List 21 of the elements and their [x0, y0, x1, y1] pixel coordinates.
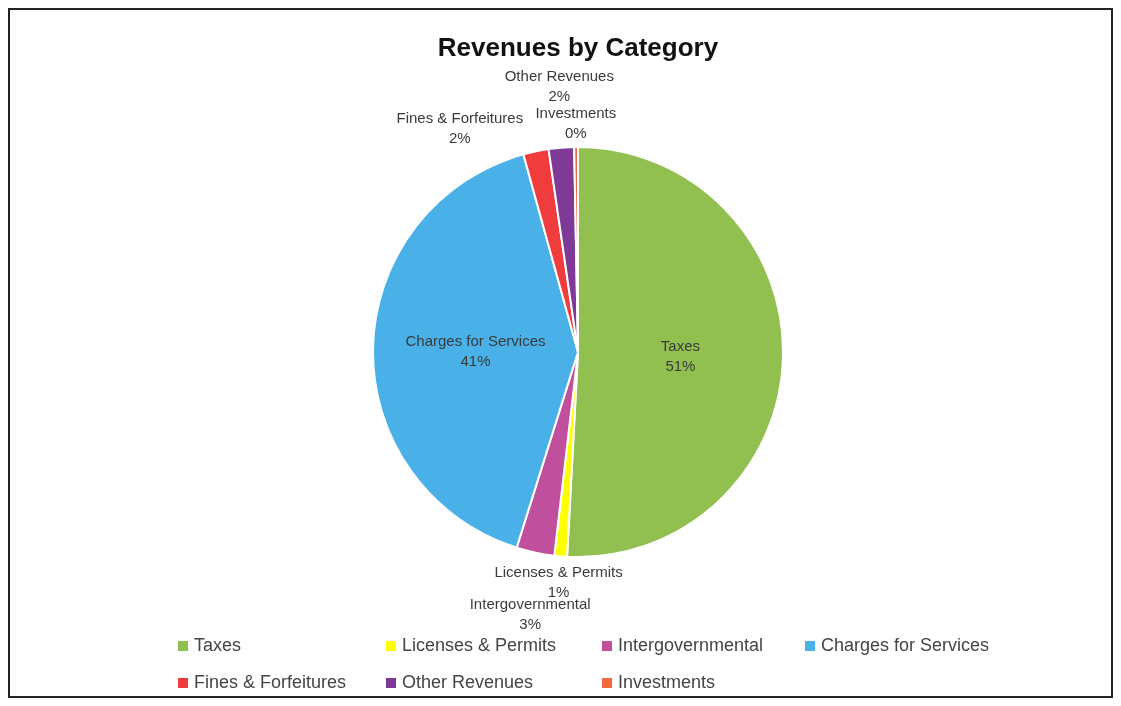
chart-title: Revenues by Category	[437, 32, 719, 62]
legend-label: Licenses & Permits	[402, 635, 557, 655]
slice-label: Licenses & Permits	[494, 562, 623, 580]
data-label: 1%	[547, 582, 570, 600]
legend-label: Intergovernmental	[618, 635, 764, 655]
data-label: 3%	[519, 614, 542, 632]
slice-label: Other Revenues	[504, 67, 614, 85]
slice-label: Fines & Forfeitures	[396, 109, 524, 127]
legend-label: Fines & Forfeitures	[194, 672, 347, 692]
legend-label: Charges for Services	[821, 635, 990, 655]
legend-label: Taxes	[194, 635, 242, 655]
slice-label: Charges for Services	[405, 332, 546, 350]
data-label: 0%	[565, 124, 587, 142]
data-label: 2%	[449, 129, 471, 147]
slice-label: Investments	[535, 104, 617, 122]
legend-label: Other Revenues	[402, 672, 534, 692]
data-label: 51%	[665, 356, 696, 374]
data-label: 41%	[460, 352, 491, 370]
slice-label: Taxes	[660, 336, 701, 354]
data-label: 2%	[548, 87, 571, 105]
legend-label: Investments	[618, 672, 716, 692]
